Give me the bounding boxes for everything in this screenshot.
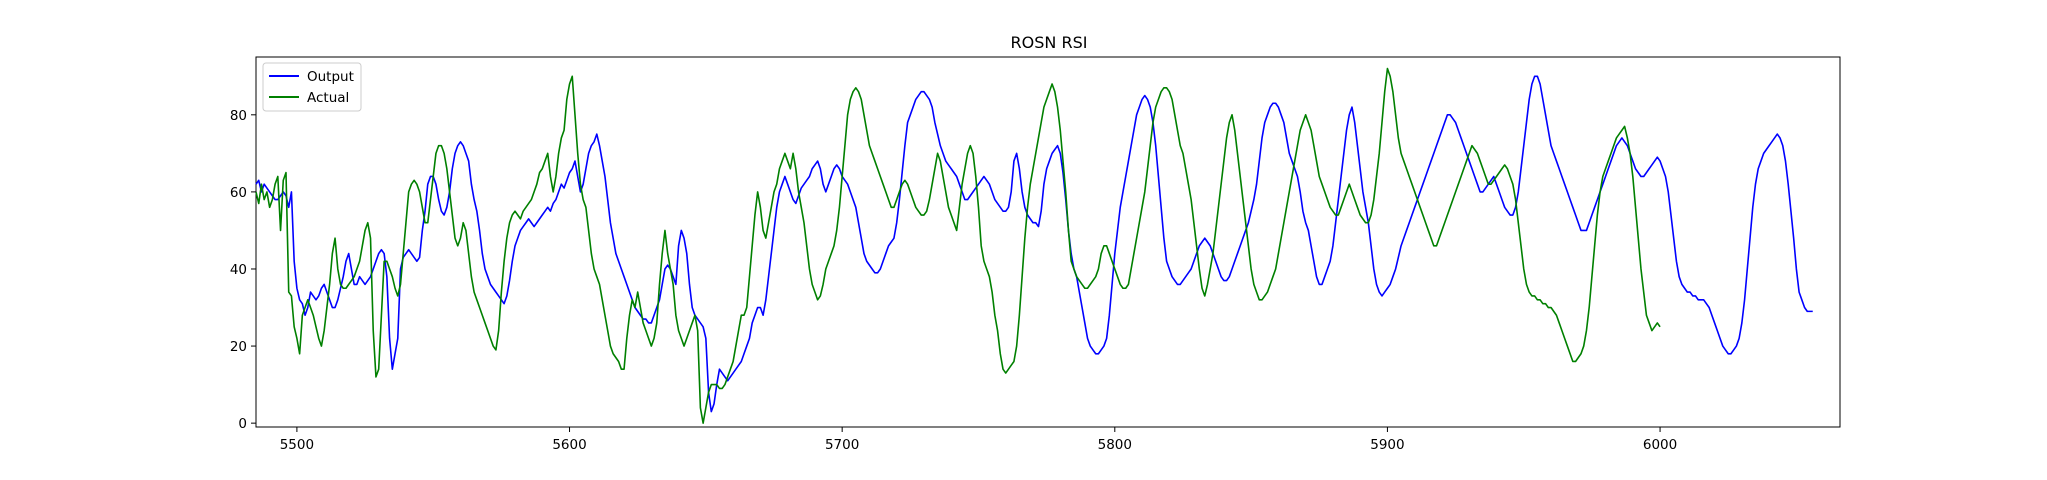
x-axis: 5500 5600 5700 5800 5900 6000 <box>280 427 1677 453</box>
x-tick-label: 5700 <box>825 437 859 453</box>
x-tick-label: 5500 <box>280 437 314 453</box>
plot-frame <box>255 56 1841 428</box>
y-tick-label: 0 <box>238 416 247 432</box>
series-line-actual <box>255 67 1661 424</box>
legend-label-actual: Actual <box>307 90 349 106</box>
y-axis: 0 20 40 60 80 <box>230 108 256 432</box>
x-tick-label: 5800 <box>1098 437 1132 453</box>
x-tick-label: 5600 <box>552 437 586 453</box>
chart-title: ROSN RSI <box>1011 33 1088 52</box>
legend: Output Actual <box>262 62 362 112</box>
y-tick-label: 20 <box>230 339 247 355</box>
y-tick-label: 60 <box>230 185 247 201</box>
series-layer <box>255 67 1813 424</box>
y-tick-label: 80 <box>230 108 247 124</box>
legend-label-output: Output <box>307 69 354 85</box>
x-tick-label: 6000 <box>1643 437 1677 453</box>
x-tick-label: 5900 <box>1370 437 1404 453</box>
plot-area: 5500 5600 5700 5800 5900 6000 0 20 40 60 80 <box>230 56 1841 453</box>
series-line-output <box>255 75 1813 413</box>
y-tick-label: 40 <box>230 262 247 278</box>
